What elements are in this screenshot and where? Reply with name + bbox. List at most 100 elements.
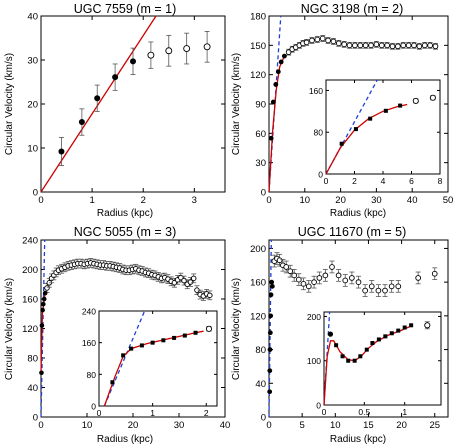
data-point-open: [183, 45, 191, 53]
data-point-filled: [268, 135, 274, 141]
x-tick-label: 15: [363, 420, 374, 431]
data-point-square: [110, 380, 115, 385]
data-point-open: [311, 279, 317, 285]
x-tick-label: 10: [330, 420, 341, 431]
x-tick-label: 2: [204, 408, 209, 418]
data-point-open: [341, 41, 348, 48]
data-point-open: [276, 257, 283, 264]
y-tick-label: 120: [250, 70, 266, 81]
y-tick-label: 30: [255, 158, 266, 169]
data-point-open: [283, 264, 290, 270]
data-point-square: [346, 358, 351, 363]
x-axis-label: Radius (kpc): [330, 434, 386, 445]
x-tick-label: 2: [141, 195, 146, 206]
data-point-open: [303, 39, 310, 46]
y-axis-label: Circular Velocity (km/s): [4, 278, 15, 380]
data-point-open: [432, 43, 439, 50]
data-point-square: [139, 343, 144, 348]
x-tick-label: 0: [266, 420, 271, 431]
x-tick-label: 40: [220, 420, 231, 431]
data-point-open: [378, 42, 385, 49]
x-tick-label: 10: [82, 420, 93, 431]
data-point-open: [389, 43, 396, 50]
data-point-square: [121, 353, 126, 358]
data-point-open: [316, 275, 323, 281]
data-point-open: [368, 42, 374, 49]
y-tick-label: 80: [27, 354, 38, 365]
data-point-open: [411, 42, 417, 49]
data-point-filled: [267, 347, 273, 352]
data-point-square: [376, 337, 381, 342]
data-point-square: [129, 346, 134, 351]
y-tick-label: 20: [27, 100, 38, 111]
data-point-filled: [268, 292, 274, 298]
data-point-filled: [327, 331, 334, 337]
data-point-square: [402, 325, 407, 330]
data-point-open: [429, 94, 436, 101]
data-point-open: [427, 42, 433, 49]
data-point-open: [305, 283, 312, 290]
chart-title: NGC 5055 (m = 3): [74, 225, 176, 239]
panel-ngc5055: NGC 5055 (m = 3) Radius (kpc) Circular V…: [4, 225, 230, 445]
x-tick-label: 20: [396, 420, 407, 431]
y-tick-label: 40: [27, 383, 38, 394]
data-point-square: [352, 358, 357, 363]
data-point-filled: [94, 95, 101, 102]
chart-title: UGC 11670 (m = 5): [298, 225, 407, 239]
x-tick-label: 1: [89, 195, 94, 206]
y-tick-label: 0: [261, 188, 266, 199]
dashed-rising-line: [103, 310, 146, 407]
data-point-filled: [39, 323, 45, 328]
data-point-filled: [58, 148, 65, 155]
data-point-square: [383, 108, 388, 113]
data-point-open: [287, 268, 294, 275]
y-tick-label: 60: [255, 129, 266, 140]
data-point-open: [335, 272, 342, 279]
data-point-filled: [267, 368, 273, 374]
x-tick-label: 30: [371, 195, 382, 206]
data-point-open: [190, 275, 197, 282]
inset-marks: 0 1 2 0 80 160 240: [82, 307, 217, 418]
panel-ngc3198: NGC 3198 (m = 2) Radius (kpc) Circular V…: [231, 2, 453, 219]
data-point-open: [314, 36, 321, 43]
data-point-square: [409, 323, 414, 328]
y-tick-label: 200: [22, 265, 38, 276]
data-point-filled: [78, 119, 85, 126]
inset-frame: [323, 311, 442, 406]
y-tick-label: 0: [91, 402, 96, 412]
data-point-open: [352, 42, 358, 49]
data-point-filled: [40, 307, 45, 313]
data-point-open: [349, 275, 355, 281]
data-point-filled: [268, 313, 274, 319]
x-tick-label: 0: [38, 195, 43, 206]
data-point-open: [412, 97, 419, 104]
x-tick-label: 40: [407, 195, 418, 206]
data-point-filled: [41, 301, 46, 307]
data-point-open: [291, 272, 298, 279]
data-point-open: [342, 277, 349, 284]
plot-frame: [268, 239, 449, 418]
y-axis-label: Circular Velocity (km/s): [4, 53, 15, 155]
data-point-open: [44, 285, 50, 291]
x-tick-label: 0: [324, 176, 329, 186]
x-tick-label: 4: [381, 176, 386, 186]
y-tick-label: 80: [314, 128, 324, 138]
data-point-open: [187, 279, 194, 285]
x-tick-label: 0: [38, 420, 43, 431]
data-point-open: [395, 43, 401, 50]
data-point-square: [161, 338, 166, 343]
y-tick-label: 40: [27, 12, 38, 23]
x-axis-label: Radius (kpc): [97, 434, 153, 445]
x-axis-label: Radius (kpc): [330, 208, 386, 219]
data-point-open: [330, 38, 337, 45]
data-point-open: [388, 283, 395, 290]
data-point-open: [181, 277, 187, 284]
x-tick-label: 2: [352, 176, 357, 186]
x-tick-label: 3: [192, 195, 197, 206]
x-tick-label: 50: [443, 195, 454, 206]
model-curve: [103, 330, 204, 407]
data-point-filled: [270, 99, 276, 105]
data-point-filled: [267, 389, 273, 395]
